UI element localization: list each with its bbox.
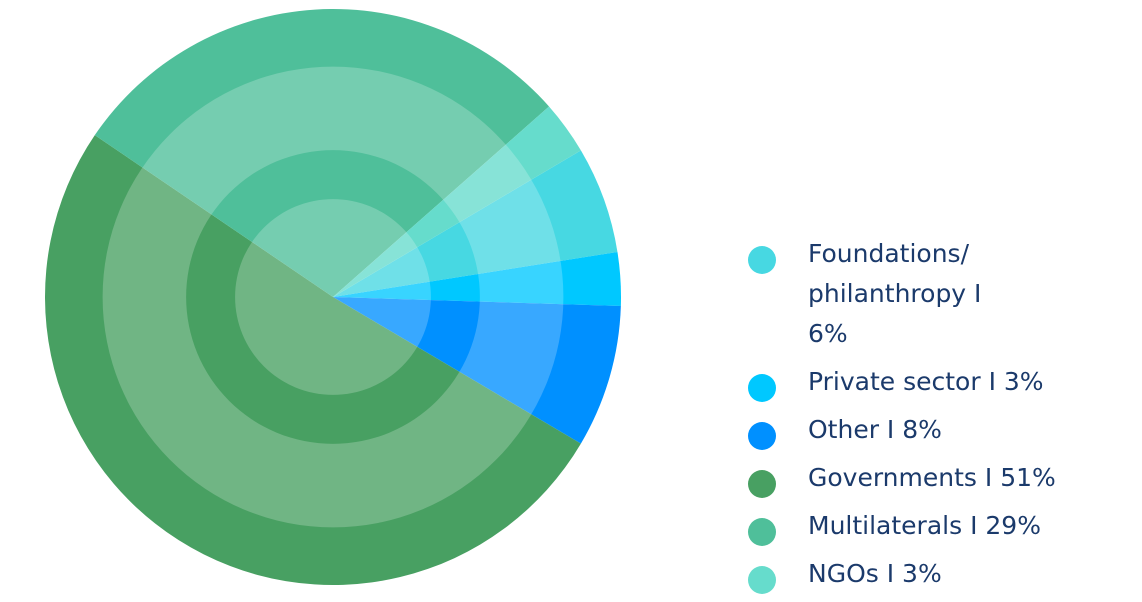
legend-swatch (748, 518, 776, 546)
legend-swatch (748, 374, 776, 402)
pie-slice (333, 150, 618, 297)
legend-item: Multilaterals I 29% (748, 506, 1128, 546)
pie-slice (333, 251, 621, 307)
pie-area (44, 8, 621, 586)
legend-swatch (748, 566, 776, 594)
legend-label: Foundations/ philanthropy I 6% (808, 239, 982, 348)
legend-item: Private sector I 3% (748, 362, 1128, 402)
legend-label: Multilaterals I 29% (808, 511, 1041, 540)
chart: Foundations/ philanthropy I 6% Private se… (44, 8, 1056, 594)
pie-slice (333, 297, 621, 444)
legend-swatch (748, 422, 776, 450)
ring-shade (102, 66, 564, 528)
legend-item: NGOs I 3% (748, 554, 1128, 594)
legend-label: Other I 8% (808, 415, 942, 444)
legend-item: Other I 8% (748, 410, 1128, 450)
legend-item: Foundations/ philanthropy I 6% (748, 234, 1128, 354)
legend-item: Governments I 51% (748, 458, 1128, 498)
legend-label: NGOs I 3% (808, 559, 942, 588)
pie-slice (94, 8, 550, 297)
legend: Foundations/ philanthropy I 6% Private se… (748, 234, 1128, 602)
pie-slice (333, 106, 581, 298)
pie-slice (44, 135, 581, 586)
ring-shade (235, 199, 431, 395)
legend-label: Private sector I 3% (808, 367, 1044, 396)
legend-swatch (748, 470, 776, 498)
legend-swatch (748, 246, 776, 274)
legend-label: Governments I 51% (808, 463, 1056, 492)
